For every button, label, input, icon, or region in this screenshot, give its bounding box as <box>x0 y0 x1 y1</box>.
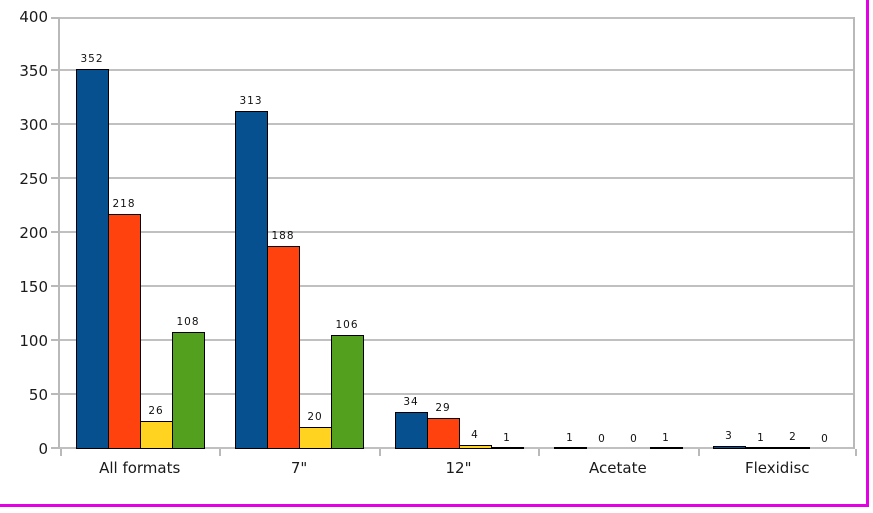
bar <box>745 447 778 449</box>
bar-value-label: 1 <box>757 432 765 444</box>
y-axis-tick <box>51 177 60 179</box>
x-axis-tick <box>60 449 62 456</box>
bar <box>459 445 492 449</box>
bar <box>299 427 332 449</box>
x-axis-tick <box>538 449 540 456</box>
gridline <box>60 123 853 125</box>
y-axis-label: 300 <box>19 116 48 134</box>
bar-value-label: 188 <box>271 230 295 242</box>
y-axis-tick <box>51 393 60 395</box>
bar <box>76 69 109 449</box>
bar-value-label: 34 <box>403 396 419 408</box>
gridline <box>60 231 853 233</box>
y-axis-tick <box>51 69 60 71</box>
bar-value-label: 218 <box>112 198 136 210</box>
bar <box>395 412 428 449</box>
bar-value-label: 0 <box>598 433 606 445</box>
bar <box>554 447 587 449</box>
y-axis-tick <box>51 339 60 341</box>
gridline <box>60 17 853 19</box>
bar <box>140 421 173 449</box>
bar <box>713 446 746 449</box>
bar-value-label: 313 <box>239 95 263 107</box>
bar <box>172 332 205 449</box>
bar-value-label: 0 <box>821 433 829 445</box>
category-label: 12" <box>445 459 472 477</box>
gridline <box>60 69 853 71</box>
plot-area: 0 50 100 150 200 250 300 350 400 352 218 26 108 All f… <box>19 10 857 477</box>
bar <box>331 335 364 449</box>
bar-value-label: 352 <box>80 53 104 65</box>
y-axis-label: 0 <box>38 440 48 458</box>
y-axis-label: 200 <box>19 224 48 242</box>
bar <box>650 447 683 449</box>
bar <box>777 447 810 449</box>
category-label: 7" <box>290 459 308 477</box>
bar-value-label: 1 <box>662 432 670 444</box>
y-axis-tick <box>51 17 60 19</box>
bar-value-label: 29 <box>435 402 451 414</box>
y-axis-label: 150 <box>19 278 48 296</box>
category-label: Flexidisc <box>745 459 810 477</box>
category-label: Acetate <box>589 459 647 477</box>
bar <box>491 447 524 449</box>
y-axis-label: 100 <box>19 332 48 350</box>
bar-value-label: 3 <box>725 430 733 442</box>
y-axis-label: 350 <box>19 62 48 80</box>
y-axis-label: 50 <box>28 386 48 404</box>
x-axis-tick <box>379 449 381 456</box>
bar <box>267 246 300 449</box>
x-axis-tick <box>855 449 857 456</box>
y-axis-label: 250 <box>19 170 48 188</box>
x-axis-tick <box>219 449 221 456</box>
gridline <box>60 339 853 341</box>
gridline <box>60 177 853 179</box>
bar <box>235 111 268 449</box>
bar-value-label: 106 <box>335 319 359 331</box>
bar-value-label: 4 <box>471 429 479 441</box>
y-axis-tick <box>51 123 60 125</box>
x-axis-tick <box>698 449 700 456</box>
gridline <box>60 285 853 287</box>
gridline <box>60 393 853 395</box>
bar-value-label: 26 <box>148 405 164 417</box>
y-axis-tick <box>51 285 60 287</box>
bar <box>427 418 460 449</box>
bar-value-label: 108 <box>176 316 200 328</box>
y-axis-label: 400 <box>19 8 48 26</box>
category-label: All formats <box>99 459 181 477</box>
bar-value-label: 1 <box>566 432 574 444</box>
y-axis-tick <box>51 447 60 449</box>
bar <box>108 214 141 449</box>
bar-value-label: 2 <box>789 431 797 443</box>
bar-value-label: 20 <box>307 411 323 423</box>
y-axis-tick <box>51 231 60 233</box>
bar-value-label: 0 <box>630 433 638 445</box>
bar-value-label: 1 <box>503 432 511 444</box>
